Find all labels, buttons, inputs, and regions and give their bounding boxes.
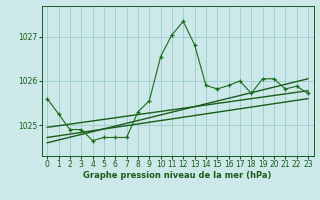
X-axis label: Graphe pression niveau de la mer (hPa): Graphe pression niveau de la mer (hPa) — [84, 171, 272, 180]
